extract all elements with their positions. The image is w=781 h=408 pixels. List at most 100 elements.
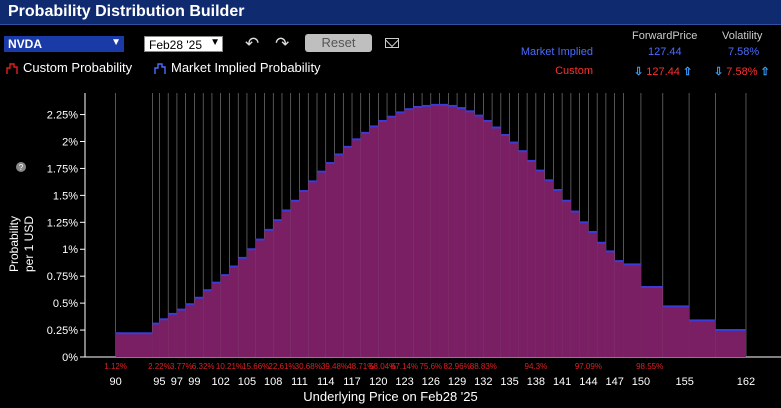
probability-bar[interactable] (562, 200, 571, 357)
custom-forward-value: 127.44 (646, 66, 680, 78)
x-tick-label: 150 (632, 376, 650, 388)
probability-bar[interactable] (588, 232, 598, 357)
probability-bar[interactable] (325, 163, 335, 357)
market-vol-value: 7.58% (728, 46, 760, 58)
probability-bar[interactable] (623, 264, 641, 357)
cumulative-probability-label: 39.48% (321, 362, 348, 371)
probability-bar[interactable] (220, 275, 230, 357)
probability-bar[interactable] (395, 112, 405, 357)
probability-bar[interactable] (176, 309, 186, 357)
probability-bar[interactable] (544, 180, 554, 357)
probability-bar[interactable] (605, 251, 615, 357)
reset-button[interactable]: Reset (305, 34, 372, 52)
probability-bar[interactable] (290, 200, 300, 357)
probability-bar[interactable] (152, 323, 160, 357)
probability-bar[interactable] (369, 126, 379, 357)
probability-bar[interactable] (317, 171, 326, 357)
probability-bar[interactable] (662, 306, 690, 357)
probability-bar[interactable] (715, 330, 746, 357)
probability-bar[interactable] (413, 107, 423, 357)
y-axis-label-line1: Probability (7, 216, 21, 272)
x-tick-label: 162 (737, 376, 755, 388)
y-tick-label: 0% (62, 352, 78, 364)
probability-bar[interactable] (527, 160, 536, 357)
redo-icon[interactable]: ↷ (275, 34, 290, 53)
probability-bar[interactable] (238, 257, 247, 357)
probability-bar[interactable] (439, 104, 449, 357)
probability-bar[interactable] (448, 105, 458, 358)
probability-bar[interactable] (115, 333, 153, 357)
probability-bar[interactable] (246, 249, 256, 357)
probability-bar[interactable] (430, 104, 440, 357)
probability-bar[interactable] (483, 121, 493, 357)
x-tick-label: 102 (212, 376, 230, 388)
symbol-select[interactable]: NVDA ▼ (4, 36, 124, 52)
probability-bar[interactable] (500, 135, 510, 357)
probability-bar[interactable] (509, 142, 519, 357)
y-tick-label: 2% (62, 136, 78, 148)
y-axis-label: ? Probability per 1 USD (7, 162, 36, 272)
probability-bar[interactable] (474, 115, 484, 357)
undo-icon[interactable]: ↶ (245, 34, 260, 53)
probability-bar[interactable] (492, 127, 501, 358)
probability-bar[interactable] (185, 304, 195, 357)
cumulative-probability-label: 75.6% (419, 362, 442, 371)
probability-bar[interactable] (378, 121, 388, 357)
cumulative-probability-label: 1.12% (104, 362, 127, 371)
expiry-select[interactable]: Feb28 '25 ▼ (144, 36, 223, 52)
arrow-up-icon[interactable]: ⇧ (683, 66, 693, 78)
probability-bar[interactable] (614, 261, 624, 357)
probability-bar[interactable] (518, 151, 528, 357)
probability-bar[interactable] (387, 116, 396, 358)
mail-icon[interactable] (385, 38, 399, 48)
arrow-down-icon[interactable]: ⇩ (714, 66, 724, 78)
probability-bar[interactable] (579, 222, 589, 357)
y-tick-label: 1.5% (53, 190, 78, 202)
y-tick-label: 0.75% (47, 271, 78, 283)
probability-bar[interactable] (404, 109, 414, 357)
y-tick-label: 1.25% (47, 217, 78, 229)
legend-custom: Custom Probability (6, 60, 132, 75)
probability-bar[interactable] (273, 220, 282, 357)
x-axis-label: Underlying Price on Feb28 '25 (303, 389, 478, 404)
probability-bar[interactable] (168, 313, 177, 357)
probability-bar[interactable] (203, 290, 212, 357)
market-bars-icon (154, 63, 166, 75)
probability-bar[interactable] (360, 132, 370, 357)
probability-bar[interactable] (570, 211, 580, 357)
probability-bar[interactable] (194, 297, 204, 357)
probability-bar[interactable] (457, 108, 466, 357)
custom-vol-field[interactable]: ⇩ 7.58% ⇧ (714, 65, 770, 78)
probability-bar[interactable] (229, 266, 239, 357)
x-tick-label: 108 (264, 376, 282, 388)
probability-bar[interactable] (689, 320, 716, 357)
x-tick-label: 126 (422, 376, 440, 388)
probability-bar[interactable] (334, 154, 344, 357)
probability-bar[interactable] (640, 286, 663, 357)
probability-bar[interactable] (597, 242, 606, 357)
probability-bar[interactable] (535, 170, 545, 357)
legend-custom-label: Custom Probability (23, 60, 133, 75)
probability-bar[interactable] (281, 210, 291, 357)
probability-bar[interactable] (211, 282, 221, 357)
probability-bar[interactable] (343, 146, 353, 357)
probability-bar[interactable] (264, 229, 274, 357)
chevron-down-icon: ▼ (111, 37, 121, 48)
cumulative-probability-label: 98.55% (636, 362, 663, 371)
probability-bar[interactable] (553, 189, 563, 357)
cumulative-probability-label: 88.83% (470, 362, 497, 371)
probability-bar[interactable] (255, 239, 265, 357)
probability-bar[interactable] (308, 181, 317, 357)
probability-bar[interactable] (422, 105, 431, 358)
arrow-down-icon[interactable]: ⇩ (634, 66, 644, 78)
probability-bar[interactable] (299, 191, 309, 357)
info-icon[interactable] (16, 162, 26, 172)
arrow-up-icon[interactable]: ⇧ (760, 66, 770, 78)
custom-forward-field[interactable]: ⇩ 127.44 ⇧ (634, 65, 692, 78)
probability-bar[interactable] (159, 319, 169, 357)
probability-bar[interactable] (352, 139, 361, 357)
cumulative-probability-label: 15.66% (242, 362, 269, 371)
probability-bar[interactable] (465, 111, 475, 358)
cumulative-probability-label: 2.22% (148, 362, 171, 371)
